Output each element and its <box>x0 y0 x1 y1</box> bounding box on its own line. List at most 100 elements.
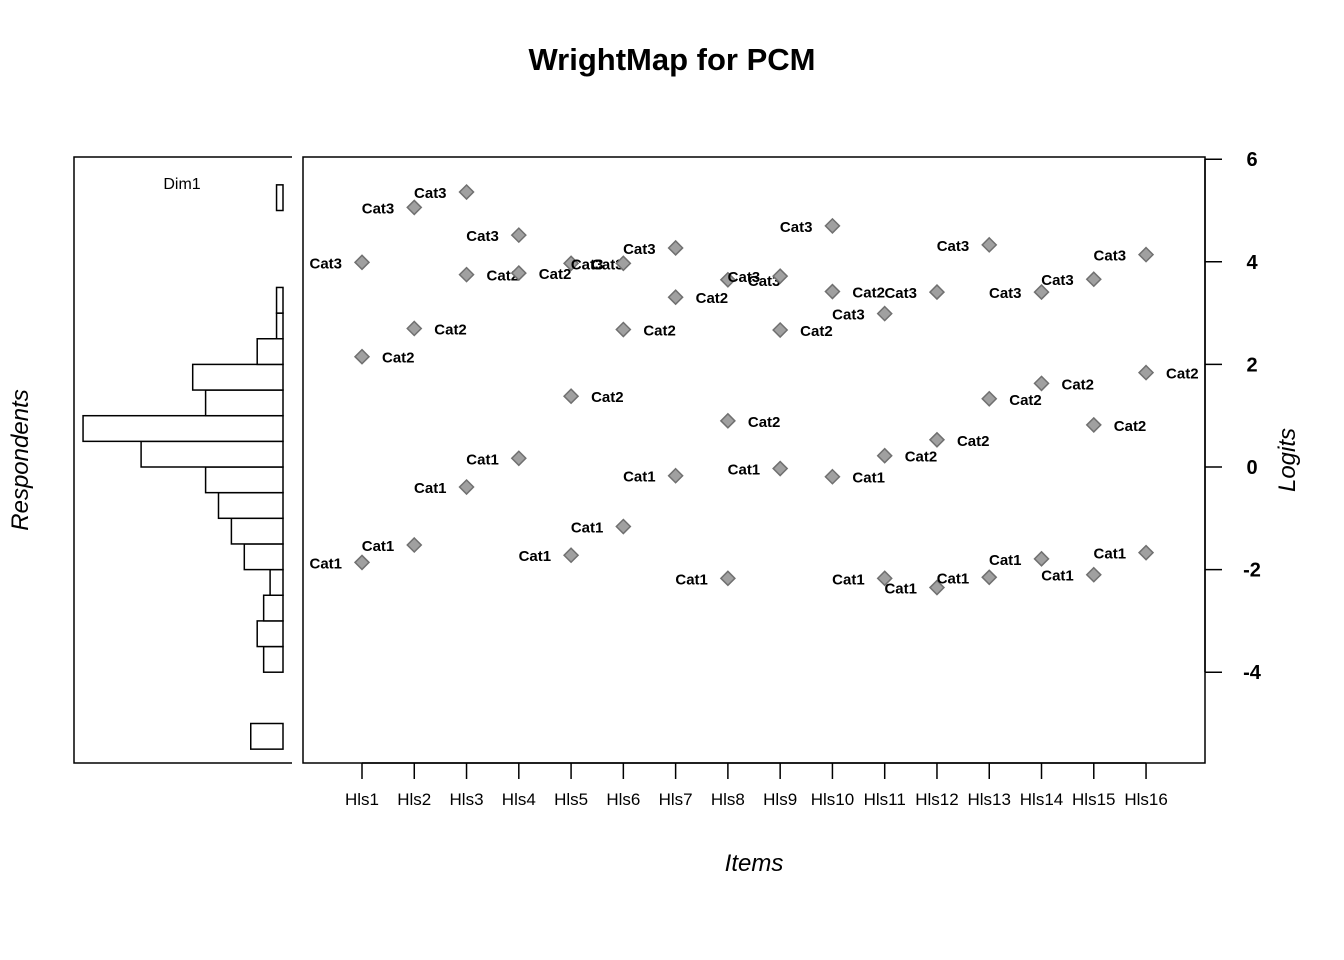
y-tick-label: -4 <box>1243 662 1262 684</box>
y-axis-ticks: 6 4 2 0 -2 -4 <box>1205 149 1262 684</box>
y-tick-label: 2 <box>1246 354 1257 376</box>
x-tick-label: Hls5 <box>554 790 588 809</box>
histogram-bar <box>82 414 284 443</box>
point-label: Cat2 <box>1009 392 1042 409</box>
threshold-point <box>615 518 632 535</box>
histogram-bar <box>217 491 284 520</box>
point-label: Cat3 <box>309 255 342 272</box>
threshold-point <box>458 478 475 496</box>
point-label: Cat2 <box>800 323 833 340</box>
point-label: Cat2 <box>591 389 624 406</box>
point-label: Cat2 <box>1114 418 1147 435</box>
threshold-point <box>406 199 423 216</box>
x-tick-label: Hls3 <box>450 790 484 809</box>
histogram-bar <box>140 440 284 468</box>
threshold-point <box>458 183 475 201</box>
point-label: Cat1 <box>571 520 604 537</box>
point-label: Cat2 <box>487 268 520 285</box>
threshold-point <box>510 450 527 467</box>
x-tick-label: Hls7 <box>659 790 693 809</box>
threshold-point <box>563 547 580 564</box>
threshold-point <box>772 460 789 477</box>
point-label: Cat1 <box>884 581 917 598</box>
x-tick-label: Hls6 <box>606 790 640 809</box>
point-label: Cat3 <box>884 285 917 302</box>
point-label: Cat3 <box>1041 272 1074 289</box>
point-label: Cat1 <box>466 451 499 468</box>
point-label: Cat1 <box>362 538 395 555</box>
point-label: Cat1 <box>832 571 865 588</box>
point-label: Cat2 <box>1062 376 1095 393</box>
point-label: Cat1 <box>937 570 970 587</box>
point-label: Cat3 <box>989 285 1022 302</box>
threshold-point <box>1033 284 1050 301</box>
histogram-bar <box>204 389 284 417</box>
threshold-point <box>876 447 893 464</box>
plot-area-frame <box>302 156 1206 764</box>
x-tick-label: Hls14 <box>1020 790 1063 809</box>
threshold-point <box>928 284 946 301</box>
histogram-bar <box>262 594 284 622</box>
x-tick-label: Hls13 <box>968 790 1011 809</box>
x-tick-label: Hls16 <box>1124 790 1167 809</box>
threshold-point <box>667 289 684 306</box>
threshold-point <box>353 254 371 271</box>
threshold-point <box>406 320 423 337</box>
point-label: Cat3 <box>414 185 447 202</box>
threshold-points: Cat1 Cat1 Cat1 Cat1 Cat1 Cat1 Cat1 Cat1 Cat1 Cat1… <box>309 183 1199 598</box>
threshold-point <box>615 255 632 272</box>
point-label: Cat3 <box>728 269 761 286</box>
point-label: Cat1 <box>675 571 708 588</box>
threshold-point <box>353 348 371 365</box>
x-tick-label: Hls9 <box>763 790 797 809</box>
histogram-bar <box>250 722 284 750</box>
threshold-point <box>563 255 580 272</box>
x-tick-label: Hls1 <box>345 790 379 809</box>
respondents-axis-title: Respondents <box>7 389 34 530</box>
x-tick-label: Hls10 <box>811 790 854 809</box>
threshold-point <box>876 570 893 587</box>
point-label: Cat2 <box>957 433 990 450</box>
point-label: Cat2 <box>1166 366 1199 383</box>
threshold-point <box>563 388 580 405</box>
threshold-point <box>719 271 736 288</box>
threshold-point <box>772 268 789 285</box>
threshold-point <box>458 266 475 283</box>
histogram-bar <box>256 338 284 366</box>
y-tick-label: 4 <box>1246 252 1258 274</box>
histogram-bar <box>243 543 284 571</box>
threshold-point <box>824 217 841 234</box>
point-label: Cat3 <box>832 307 865 324</box>
point-label: Cat2 <box>905 449 938 466</box>
histogram-panel-frame <box>73 156 292 764</box>
point-label: Cat1 <box>519 548 552 565</box>
histogram-bar <box>230 517 284 545</box>
point-label: Cat2 <box>852 285 885 302</box>
point-label: Cat2 <box>382 350 415 367</box>
histogram-bar <box>262 645 284 673</box>
threshold-point <box>719 412 736 429</box>
x-tick-label: Hls2 <box>397 790 431 809</box>
point-label: Cat1 <box>414 480 447 497</box>
x-tick-label: Hls12 <box>915 790 958 809</box>
histogram-bar <box>269 568 284 596</box>
x-tick-label: Hls11 <box>864 790 906 809</box>
threshold-point <box>510 227 527 244</box>
threshold-point <box>1085 416 1102 433</box>
point-label: Cat1 <box>728 462 761 479</box>
threshold-point <box>928 579 946 596</box>
point-label: Cat2 <box>434 321 467 338</box>
threshold-point <box>667 239 684 257</box>
threshold-point <box>406 536 423 554</box>
point-label: Cat3 <box>571 256 604 273</box>
y-tick-label: 0 <box>1246 457 1257 479</box>
point-label: Cat3 <box>748 273 781 290</box>
histogram-dimension-label: Dim1 <box>163 176 200 193</box>
threshold-point <box>928 431 946 448</box>
chart-title: WrightMap for PCM <box>528 42 815 77</box>
threshold-point <box>824 283 841 300</box>
threshold-point <box>981 390 998 407</box>
point-label: Cat1 <box>989 552 1022 569</box>
threshold-point <box>981 236 998 253</box>
